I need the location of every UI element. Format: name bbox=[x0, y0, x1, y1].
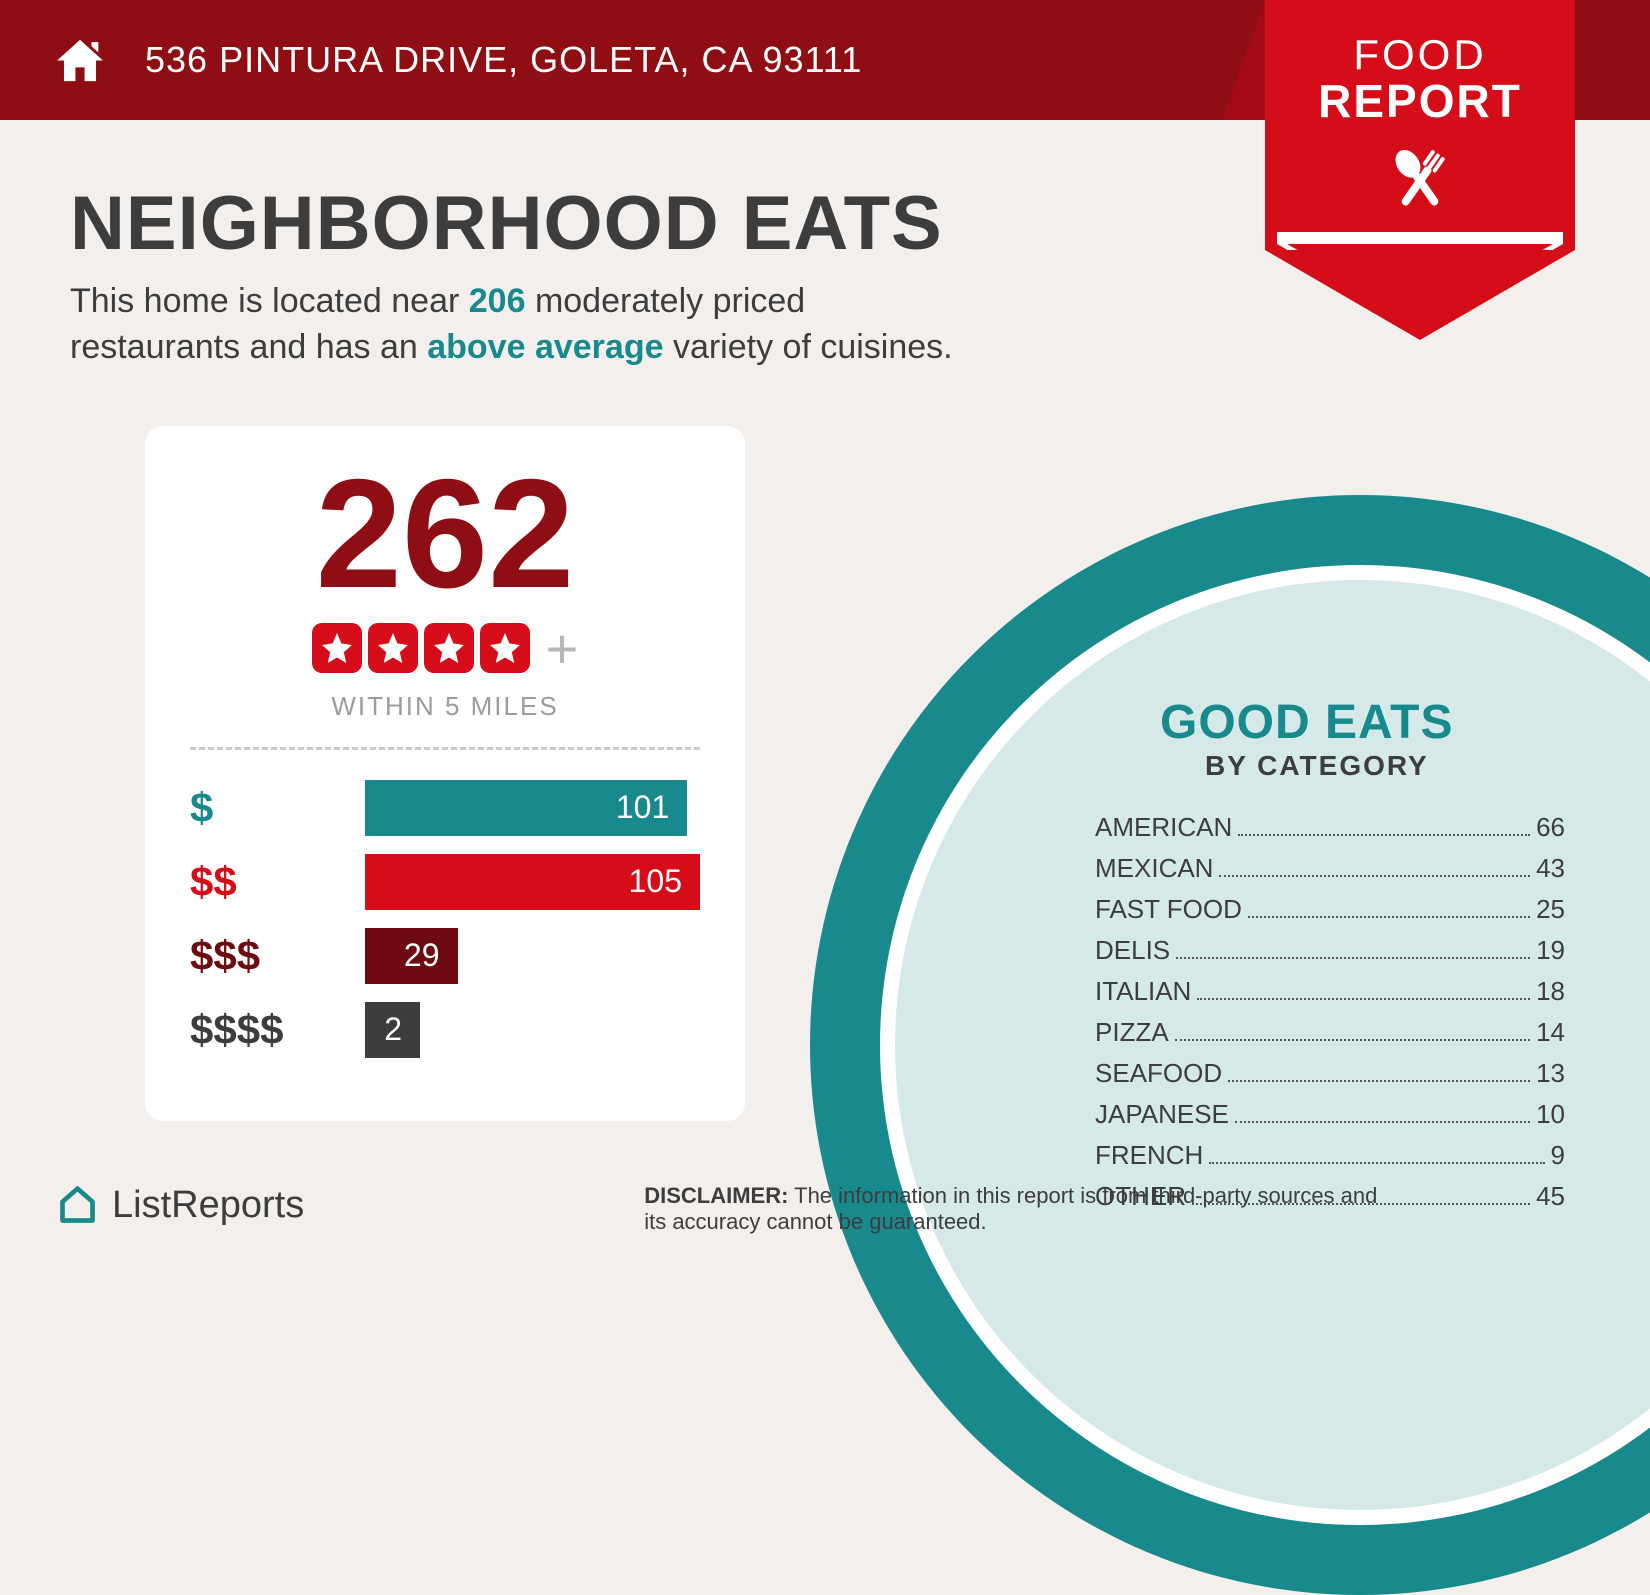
dots bbox=[1197, 998, 1530, 1000]
price-label: $ bbox=[190, 784, 365, 832]
category-value: 10 bbox=[1536, 1099, 1565, 1130]
category-value: 13 bbox=[1536, 1058, 1565, 1089]
home-icon bbox=[50, 33, 110, 88]
badge-line2: REPORT bbox=[1318, 76, 1522, 127]
category-name: ITALIAN bbox=[1095, 976, 1191, 1007]
good-eats-title: GOOD EATS bbox=[1160, 695, 1650, 750]
within-text: WITHIN 5 MILES bbox=[190, 691, 700, 722]
badge-line1: FOOD bbox=[1353, 34, 1486, 76]
category-row: FAST FOOD 25 bbox=[1095, 894, 1565, 925]
price-bars: $101$$105$$$29$$$$2 bbox=[190, 780, 700, 1058]
category-name: SEAFOOD bbox=[1095, 1058, 1222, 1089]
circle-ring: GOOD EATS BY CATEGORY AMERICAN 66 MEXICAN… bbox=[880, 565, 1650, 1525]
stars-row: + bbox=[190, 616, 700, 681]
price-bar-row: $$$29 bbox=[190, 928, 700, 984]
dots bbox=[1228, 1080, 1530, 1082]
category-name: FAST FOOD bbox=[1095, 894, 1242, 925]
dots bbox=[1175, 1039, 1530, 1041]
restaurant-count: 262 bbox=[190, 456, 700, 611]
subtitle: This home is located near 206 moderately… bbox=[70, 279, 970, 371]
star-icon bbox=[480, 623, 530, 673]
price-label: $$$ bbox=[190, 932, 365, 980]
dots bbox=[1248, 916, 1530, 918]
dots bbox=[1209, 1162, 1544, 1164]
bar-fill: 105 bbox=[365, 854, 700, 910]
dots bbox=[1235, 1121, 1530, 1123]
bar-track: 29 bbox=[365, 928, 700, 984]
bar-track: 2 bbox=[365, 1002, 700, 1058]
star-icon bbox=[368, 623, 418, 673]
dots bbox=[1219, 875, 1530, 877]
food-report-badge: FOOD REPORT bbox=[1265, 0, 1575, 340]
bar-fill: 101 bbox=[365, 780, 687, 836]
price-label: $$$$ bbox=[190, 1006, 365, 1054]
price-label: $$ bbox=[190, 858, 365, 906]
category-row: ITALIAN 18 bbox=[1095, 976, 1565, 1007]
category-row: JAPANESE 10 bbox=[1095, 1099, 1565, 1130]
category-row: PIZZA 14 bbox=[1095, 1017, 1565, 1048]
disclaimer-label: DISCLAIMER: bbox=[644, 1183, 788, 1208]
category-list: AMERICAN 66 MEXICAN 43 FAST FOOD 25 DELIS 1… bbox=[1095, 812, 1650, 1212]
subtitle-pre: This home is located near bbox=[70, 282, 469, 320]
category-name: JAPANESE bbox=[1095, 1099, 1229, 1130]
category-name: AMERICAN bbox=[1095, 812, 1232, 843]
category-value: 9 bbox=[1551, 1140, 1565, 1171]
plus-icon: + bbox=[546, 616, 579, 681]
bar-fill: 2 bbox=[365, 1002, 420, 1058]
stats-card: 262 + WITHIN 5 MILES $101$$105$$$29$$$$2 bbox=[145, 426, 745, 1121]
category-row: FRENCH 9 bbox=[1095, 1140, 1565, 1171]
bar-fill: 29 bbox=[365, 928, 458, 984]
category-value: 14 bbox=[1536, 1017, 1565, 1048]
category-row: SEAFOOD 13 bbox=[1095, 1058, 1565, 1089]
star-icon bbox=[424, 623, 474, 673]
category-row: DELIS 19 bbox=[1095, 935, 1565, 966]
disclaimer: DISCLAIMER: The information in this repo… bbox=[644, 1183, 1404, 1235]
star-icon bbox=[312, 623, 362, 673]
badge-body: FOOD REPORT bbox=[1265, 0, 1575, 250]
category-value: 43 bbox=[1536, 853, 1565, 884]
spoon-fork-icon bbox=[1380, 146, 1460, 216]
logo: ListReports bbox=[55, 1183, 304, 1228]
subtitle-count: 206 bbox=[469, 282, 526, 320]
category-value: 19 bbox=[1536, 935, 1565, 966]
divider bbox=[190, 747, 700, 750]
price-bar-row: $101 bbox=[190, 780, 700, 836]
category-name: FRENCH bbox=[1095, 1140, 1203, 1171]
category-name: DELIS bbox=[1095, 935, 1170, 966]
category-value: 25 bbox=[1536, 894, 1565, 925]
category-value: 18 bbox=[1536, 976, 1565, 1007]
category-row: AMERICAN 66 bbox=[1095, 812, 1565, 843]
category-name: MEXICAN bbox=[1095, 853, 1213, 884]
circle-inner: GOOD EATS BY CATEGORY AMERICAN 66 MEXICAN… bbox=[895, 580, 1650, 1510]
price-bar-row: $$$$2 bbox=[190, 1002, 700, 1058]
price-bar-row: $$105 bbox=[190, 854, 700, 910]
footer: ListReports DISCLAIMER: The information … bbox=[55, 1183, 1595, 1235]
address-text: 536 PINTURA DRIVE, GOLETA, CA 93111 bbox=[145, 39, 862, 81]
logo-text: ListReports bbox=[112, 1184, 304, 1227]
subtitle-post: variety of cuisines. bbox=[664, 328, 953, 366]
dots bbox=[1238, 834, 1530, 836]
subtitle-highlight: above average bbox=[427, 328, 663, 366]
category-row: MEXICAN 43 bbox=[1095, 853, 1565, 884]
category-value: 66 bbox=[1536, 812, 1565, 843]
dots bbox=[1176, 957, 1530, 959]
bar-track: 101 bbox=[365, 780, 700, 836]
category-name: PIZZA bbox=[1095, 1017, 1169, 1048]
bar-track: 105 bbox=[365, 854, 700, 910]
listreports-icon bbox=[55, 1183, 100, 1228]
good-eats-subtitle: BY CATEGORY bbox=[1205, 750, 1650, 782]
